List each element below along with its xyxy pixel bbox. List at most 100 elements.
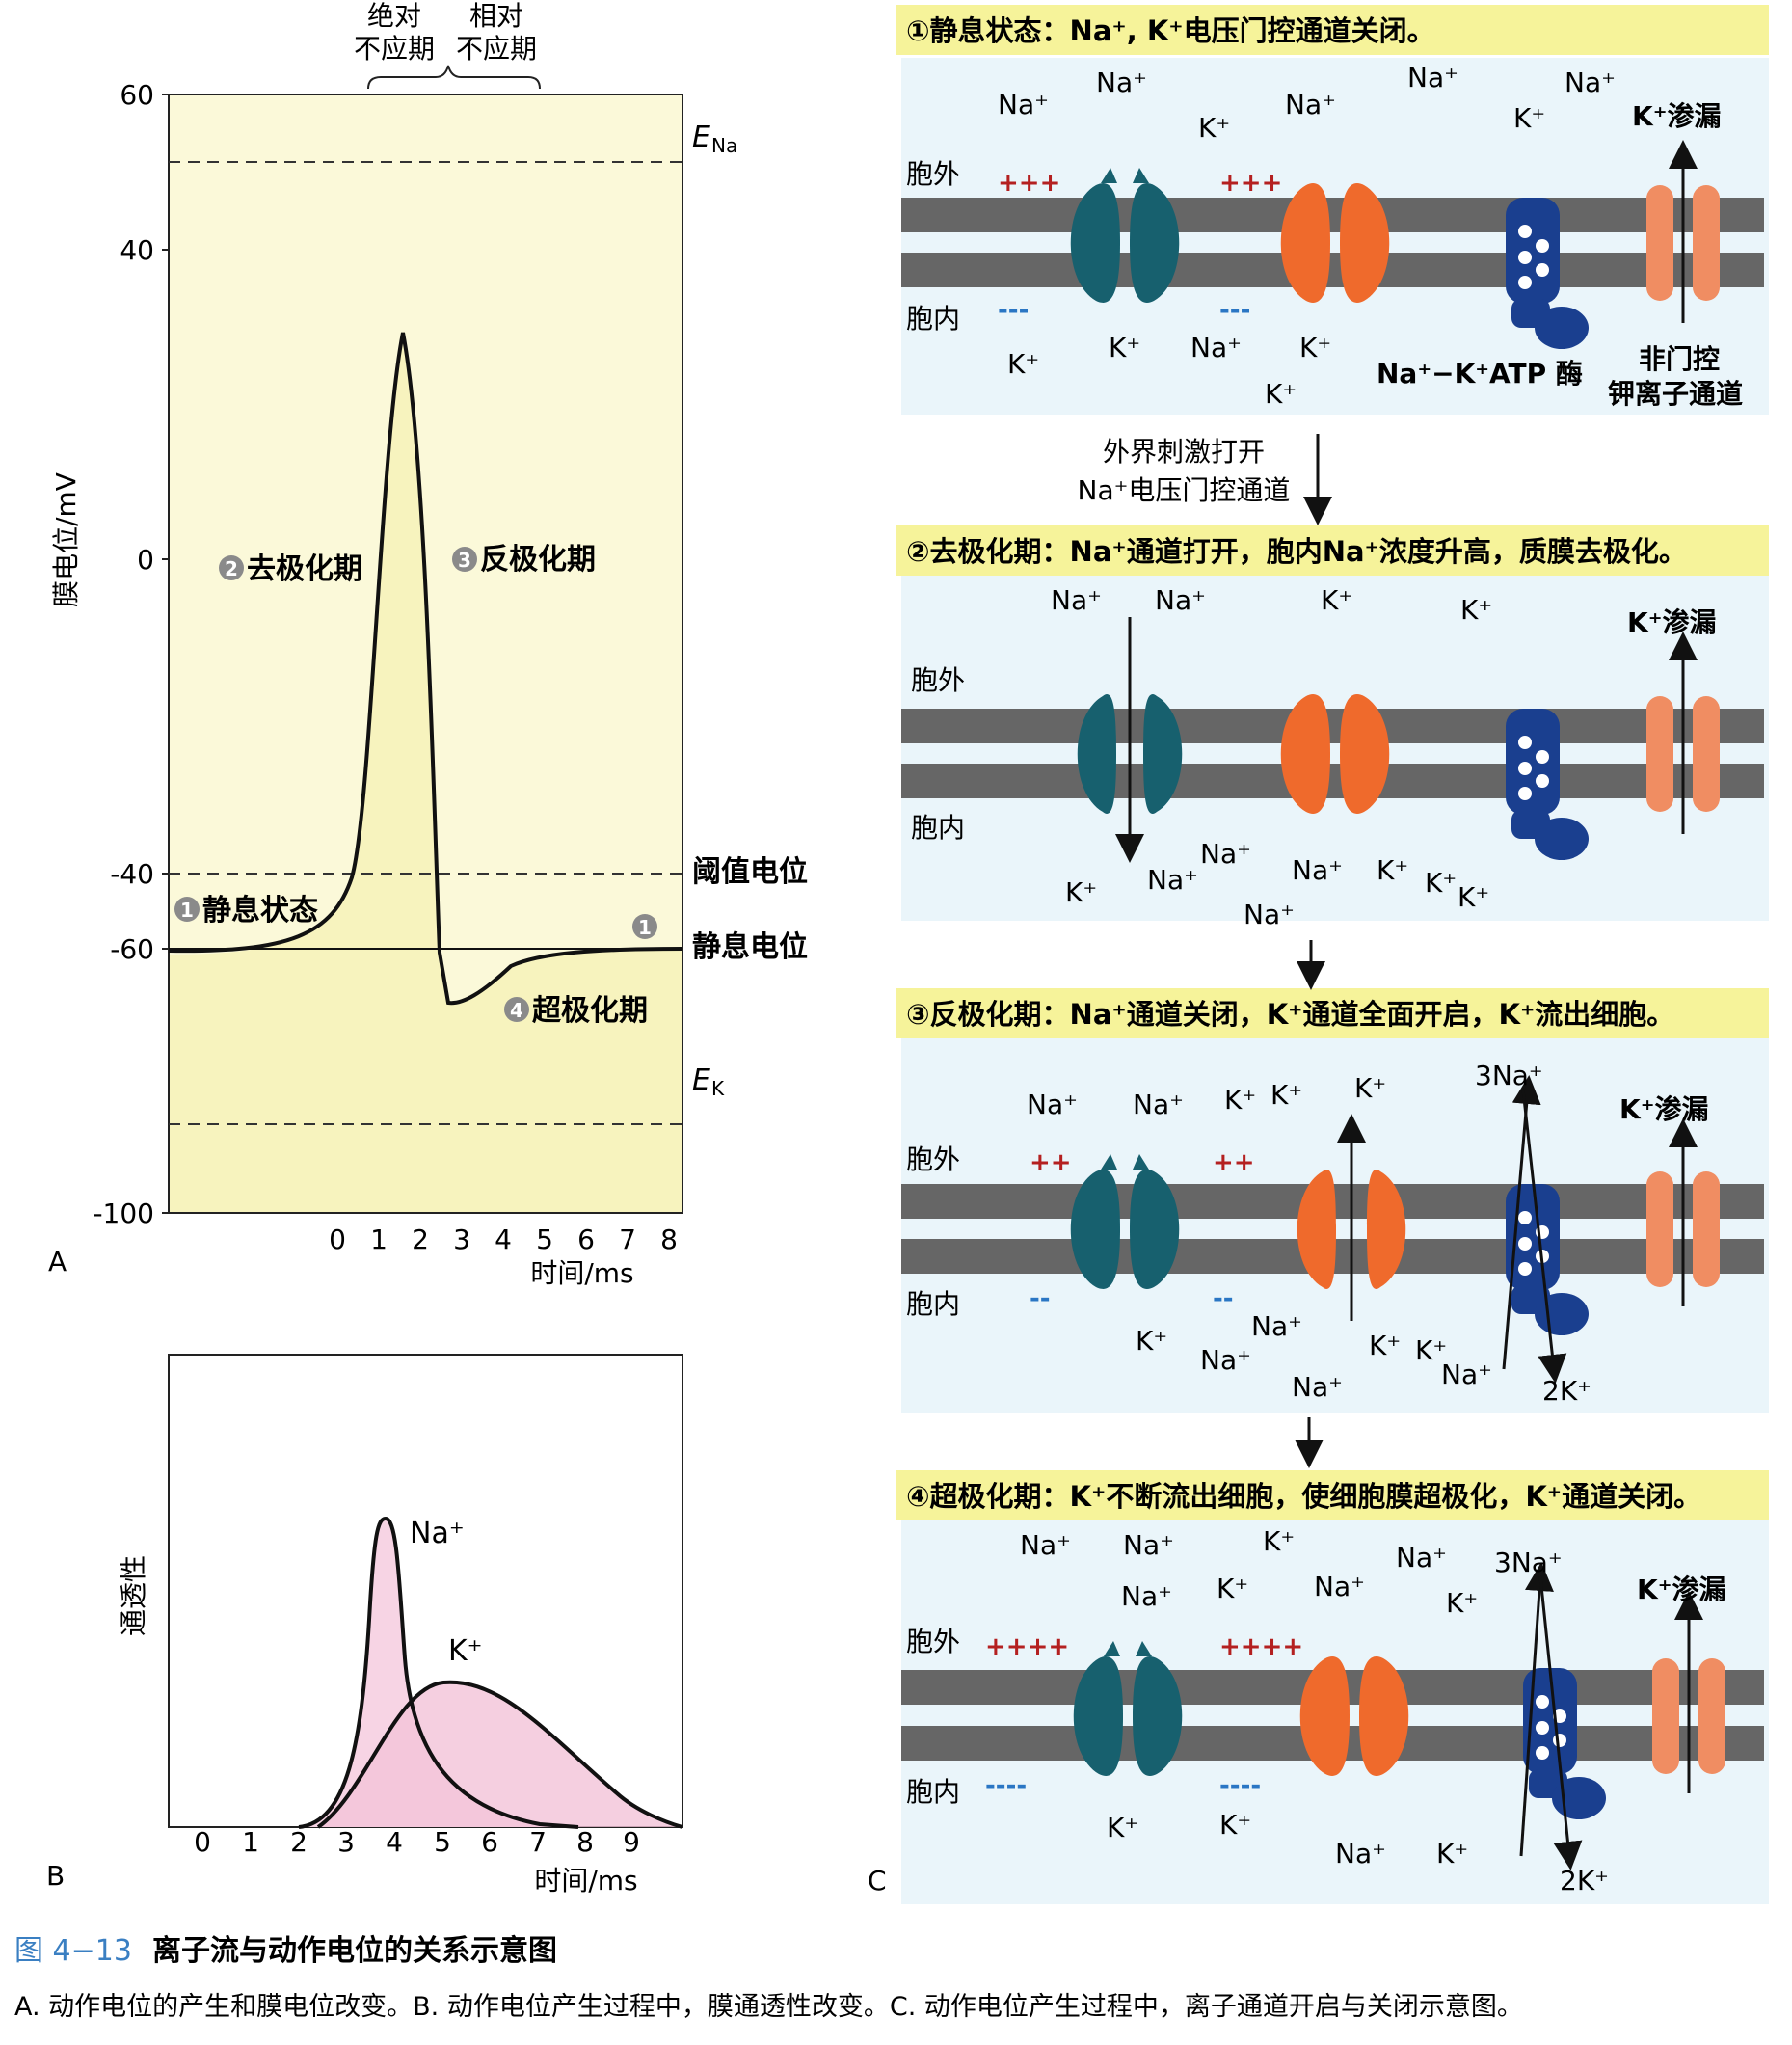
ek-label-sub: K bbox=[711, 1077, 725, 1100]
panel-a-frame bbox=[168, 94, 683, 1214]
phase-4-label: 超极化期 bbox=[532, 994, 648, 1028]
pump-k-in-arrow bbox=[1521, 1089, 1567, 1384]
action-potential-curve bbox=[168, 332, 683, 1006]
stage-4-title-bar bbox=[896, 1470, 1769, 1520]
x-tick-1: 1 bbox=[370, 1224, 388, 1255]
curve-fill-shade bbox=[169, 333, 682, 1213]
na-ion: Na⁺ bbox=[998, 89, 1049, 121]
panel-b: Na⁺ K⁺ 通透性 0 1 2 3 4 5 6 7 8 9 时间/ms B bbox=[46, 1354, 683, 1897]
k-ion: K⁺ bbox=[1415, 1334, 1447, 1366]
k-ion: K⁺ bbox=[1321, 584, 1352, 616]
k-ion: K⁺ bbox=[1107, 1812, 1138, 1843]
phase-2-label: 去极化期 bbox=[247, 552, 362, 586]
stage-1-background bbox=[901, 58, 1769, 415]
pump-na-out-arrow bbox=[1519, 1562, 1554, 1857]
charge-plus: +++ bbox=[1219, 169, 1282, 198]
outside-label: 胞外 bbox=[906, 1144, 960, 1175]
na-ion: Na⁺ bbox=[1121, 1580, 1172, 1612]
phase-2-marker: 2 去极化期 bbox=[219, 552, 362, 586]
outside-label: 胞外 bbox=[906, 1626, 960, 1657]
na-ion: Na⁺ bbox=[1051, 584, 1102, 616]
x-tick-6: 6 bbox=[577, 1224, 595, 1255]
na-ion: Na⁺ bbox=[1292, 1371, 1343, 1403]
k-ion: K⁺ bbox=[1458, 881, 1489, 913]
nongated-label-1: 非门控 bbox=[1639, 343, 1720, 375]
na-ion: Na⁺ bbox=[1200, 1344, 1251, 1376]
caption: 图 4−13 离子流与动作电位的关系示意图 A. 动作电位的产生和膜电位改变。B… bbox=[14, 1934, 1523, 2022]
absolute-refractory-top: 绝对 bbox=[367, 0, 421, 32]
b-x-tick-4: 4 bbox=[386, 1826, 403, 1858]
k-ion: K⁺ bbox=[1369, 1330, 1401, 1361]
x-tick-3: 3 bbox=[453, 1224, 470, 1255]
na-channel-icon bbox=[1143, 694, 1183, 814]
membrane-inner-layer bbox=[901, 764, 1764, 798]
panel-a-letter: A bbox=[48, 1246, 67, 1278]
phase-3-number: 3 bbox=[458, 549, 471, 572]
phase-1-number: 1 bbox=[180, 899, 194, 922]
outside-label: 胞外 bbox=[906, 158, 960, 190]
k-ion: K⁺ bbox=[1065, 876, 1097, 908]
x-axis-label: 时间/ms bbox=[530, 1257, 633, 1289]
k-ion: K⁺ bbox=[1436, 1838, 1468, 1870]
b-x-tick-3: 3 bbox=[337, 1826, 355, 1858]
na-ion: Na⁺ bbox=[1020, 1529, 1071, 1561]
x-tick-0: 0 bbox=[329, 1224, 346, 1255]
na-curve-label: Na⁺ bbox=[410, 1517, 465, 1550]
k-ion: K⁺ bbox=[1219, 1809, 1251, 1841]
phase-4-number: 4 bbox=[510, 999, 523, 1022]
membrane-outer-layer bbox=[901, 709, 1764, 743]
two-k-label: 2K⁺ bbox=[1560, 1865, 1609, 1897]
na-ion: Na⁺ bbox=[1292, 854, 1343, 886]
stage-2: 胞外 胞内 Na⁺ Na⁺ K⁺ K⁺ K⁺渗漏 K⁺ Na⁺ Na⁺ Na⁺ … bbox=[901, 584, 1764, 930]
membrane-outer-layer bbox=[901, 198, 1764, 232]
y-tick-60: 60 bbox=[120, 79, 154, 111]
k-ion: K⁺ bbox=[1109, 332, 1140, 363]
panel-c-letter: C bbox=[868, 1865, 887, 1897]
charge-plus: ++ bbox=[1030, 1148, 1072, 1177]
na-ion: Na⁺ bbox=[1441, 1359, 1492, 1390]
na-permeability-curve bbox=[298, 1516, 579, 1829]
na-ion: Na⁺ bbox=[1407, 62, 1458, 94]
stage-3-title: ③反极化期：Na⁺通道关闭，K⁺通道全面开启，K⁺流出细胞。 bbox=[906, 998, 1674, 1031]
k-ion: K⁺ bbox=[1425, 867, 1457, 899]
k-permeability-curve bbox=[316, 1680, 683, 1829]
na-ion: Na⁺ bbox=[1314, 1571, 1365, 1602]
k-ion: K⁺ bbox=[1224, 1084, 1256, 1116]
na-ion: Na⁺ bbox=[1027, 1089, 1078, 1120]
phase-1-end-marker: 1 bbox=[632, 914, 657, 939]
stage-2-title: ②去极化期：Na⁺通道打开，胞内Na⁺浓度升高，质膜去极化。 bbox=[906, 535, 1687, 568]
x-tick-5: 5 bbox=[536, 1224, 553, 1255]
k-ion: K⁺ bbox=[1007, 348, 1039, 380]
relative-refractory-bottom: 不应期 bbox=[456, 33, 537, 65]
y-tick-0: 0 bbox=[137, 544, 154, 576]
figure-description: A. 动作电位的产生和膜电位改变。B. 动作电位产生过程中，膜通透性改变。C. … bbox=[14, 1992, 1523, 2022]
inside-label: 胞内 bbox=[906, 303, 960, 335]
absolute-refractory-bottom: 不应期 bbox=[354, 33, 435, 65]
threshold-label: 阈值电位 bbox=[692, 855, 808, 889]
figure-number: 图 4−13 bbox=[14, 1934, 132, 1968]
panel-b-x-label: 时间/ms bbox=[534, 1865, 637, 1897]
pump-label: Na⁺−K⁺ATP 酶 bbox=[1377, 358, 1583, 390]
b-x-tick-9: 9 bbox=[623, 1826, 640, 1858]
charge-plus: ++ bbox=[1213, 1148, 1255, 1177]
pump-k-in-arrow bbox=[1538, 1575, 1583, 1870]
refractory-brace bbox=[367, 65, 541, 90]
resting-label: 静息电位 bbox=[692, 930, 808, 964]
k-ion: K⁺ bbox=[1263, 1525, 1295, 1557]
y-tick-neg100: -100 bbox=[93, 1197, 154, 1229]
phase-3-marker: 3 反极化期 bbox=[452, 543, 596, 577]
arrow-1-text-1: 外界刺激打开 bbox=[1103, 436, 1265, 468]
k-leak-label: K⁺渗漏 bbox=[1627, 606, 1716, 638]
na-ion: Na⁺ bbox=[1190, 332, 1242, 363]
na-channel-icon bbox=[1077, 694, 1116, 814]
stage-3-title-bar bbox=[896, 988, 1769, 1038]
na-ion: Na⁺ bbox=[1133, 1089, 1184, 1120]
nongated-label-2: 钾离子通道 bbox=[1608, 378, 1743, 410]
two-k-label: 2K⁺ bbox=[1542, 1375, 1591, 1407]
stage-3: 胞外 胞内 ++ ++ -- -- Na⁺ Na⁺ K⁺ K⁺ K⁺ 3Na⁺ … bbox=[901, 1060, 1764, 1407]
charge-minus: -- bbox=[1213, 1284, 1234, 1313]
b-x-tick-2: 2 bbox=[290, 1826, 308, 1858]
k-ion: K⁺ bbox=[1460, 594, 1492, 626]
b-x-tick-1: 1 bbox=[242, 1826, 259, 1858]
b-x-tick-8: 8 bbox=[576, 1826, 594, 1858]
